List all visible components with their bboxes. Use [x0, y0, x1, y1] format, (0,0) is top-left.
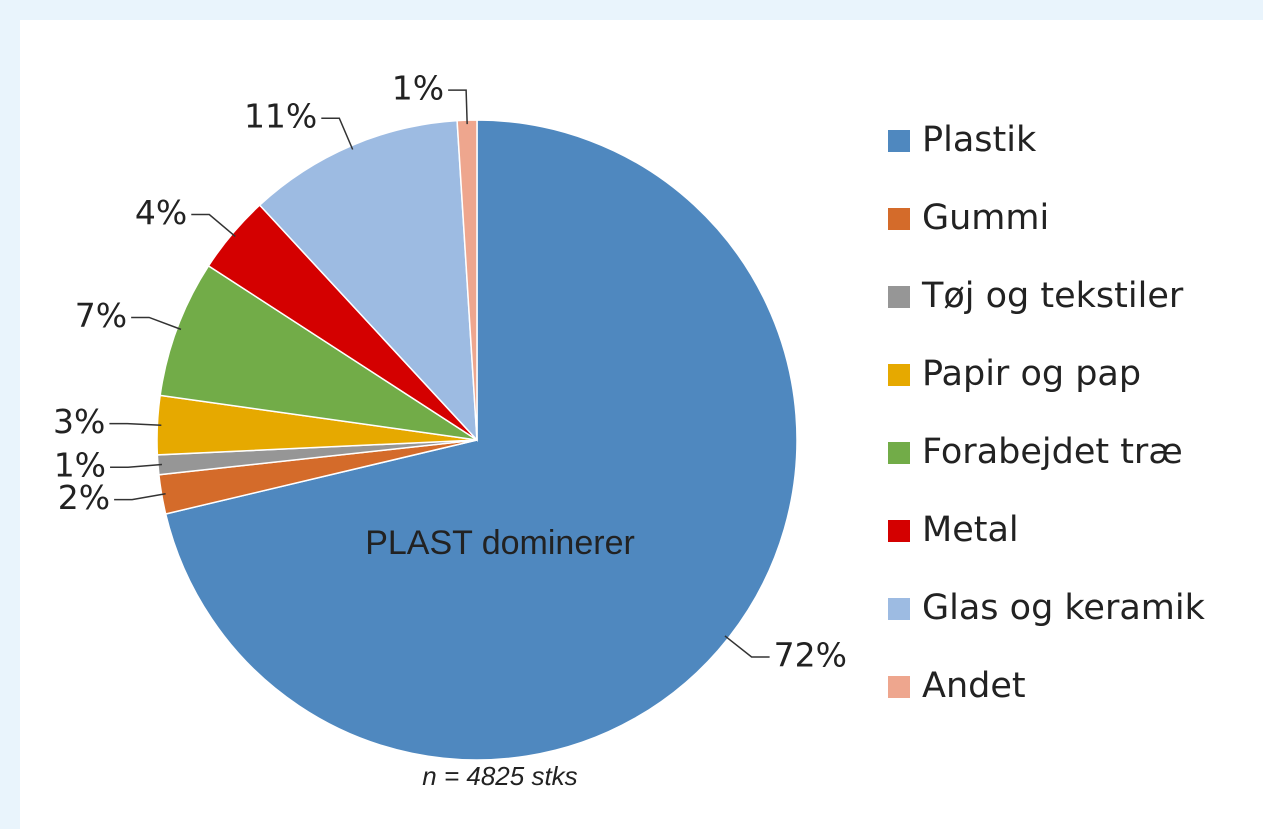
leader-line	[191, 213, 236, 238]
leader-line	[131, 316, 182, 331]
legend-swatch	[888, 208, 910, 230]
legend-label: Tøj og tekstiler	[921, 276, 1184, 316]
legend-swatch	[888, 130, 910, 152]
legend-swatch	[888, 598, 910, 620]
data-label: 1%	[392, 69, 444, 108]
data-label: 1%	[54, 446, 106, 485]
legend-label: Glas og keramik	[922, 588, 1206, 628]
leader-line	[448, 89, 468, 125]
data-label: 3%	[53, 402, 105, 441]
leader-line	[321, 117, 354, 150]
data-label: 4%	[135, 193, 187, 232]
footnote: n = 4825 stks	[422, 761, 577, 791]
data-label: 72%	[774, 636, 847, 675]
leader-line	[724, 635, 770, 658]
leader-line	[110, 463, 163, 468]
legend-swatch	[888, 676, 910, 698]
data-label: 2%	[58, 478, 110, 517]
annotation: PLAST dominerer	[365, 524, 635, 562]
data-label: 11%	[244, 97, 317, 136]
legend-swatch	[888, 364, 910, 386]
legend-label: Forabejdet træ	[922, 432, 1183, 472]
legend-swatch	[888, 286, 910, 308]
leader-line	[114, 493, 166, 501]
legend-swatch	[888, 520, 910, 542]
leader-line	[109, 422, 162, 427]
legend-label: Papir og pap	[922, 354, 1141, 394]
legend-label: Gummi	[922, 198, 1049, 238]
data-label: 7%	[75, 296, 127, 335]
legend-swatch	[888, 442, 910, 464]
legend-label: Andet	[922, 666, 1026, 706]
legend-label: Plastik	[922, 120, 1037, 160]
legend-label: Metal	[922, 510, 1019, 550]
